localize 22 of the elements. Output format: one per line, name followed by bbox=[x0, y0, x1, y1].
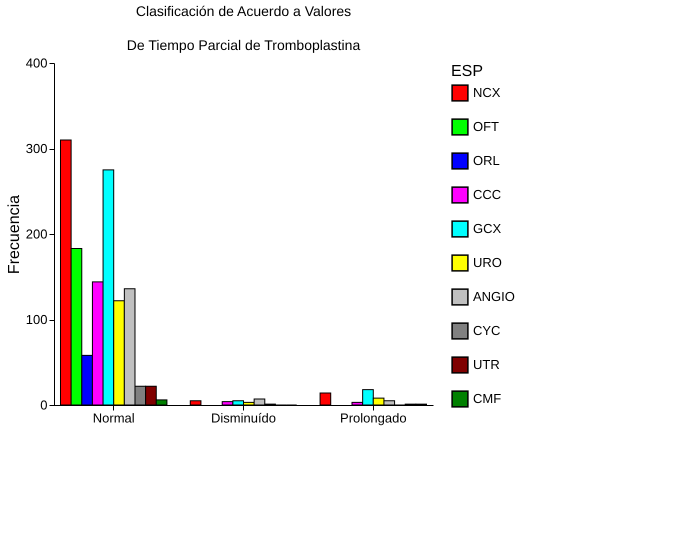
text: Clasificación de Acuerdo a Valores bbox=[136, 3, 352, 19]
x-tick-label: Prolongado bbox=[340, 410, 407, 426]
x-tick-label: Disminuído bbox=[210, 410, 276, 426]
y-tick-label: 100 bbox=[26, 312, 48, 327]
text: De Tiempo Parcial de Tromboplastina bbox=[126, 37, 360, 53]
legend-label: UTR bbox=[473, 357, 500, 372]
x-tick-label: Normal bbox=[92, 410, 135, 426]
legend-label: CCC bbox=[473, 187, 502, 202]
y-tick-label: 200 bbox=[26, 226, 48, 242]
y-axis-title: Frecuencia bbox=[6, 194, 23, 274]
legend-label: NCX bbox=[473, 85, 501, 100]
y-tick-label: 300 bbox=[26, 141, 48, 156]
legend-title: ESP bbox=[451, 63, 484, 80]
legend-label: ANGIO bbox=[473, 289, 515, 304]
legend-label: GCX bbox=[473, 221, 502, 236]
legend-label: ORL bbox=[473, 153, 500, 168]
legend-label: URO bbox=[473, 255, 502, 270]
y-tick-label: 400 bbox=[26, 56, 48, 70]
legend-label: OFT bbox=[473, 119, 500, 134]
legend-label: CYC bbox=[473, 323, 500, 338]
y-tick-label: 0 bbox=[40, 398, 48, 412]
legend-label: CMF bbox=[473, 391, 502, 406]
